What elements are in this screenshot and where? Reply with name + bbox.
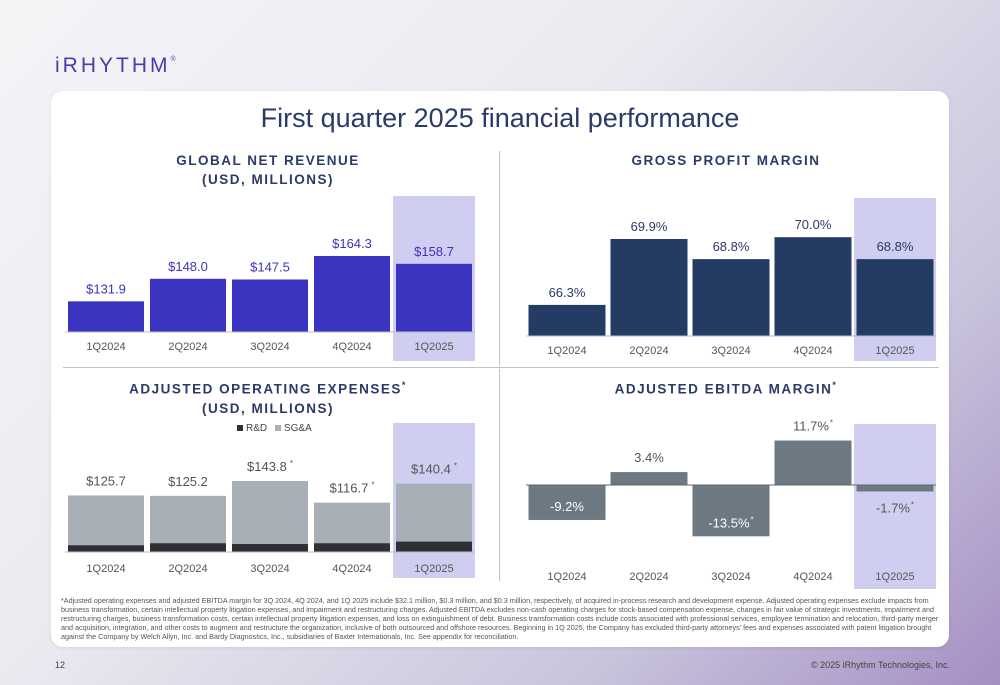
x-tick-label: 4Q2024 bbox=[793, 571, 832, 583]
page-title: First quarter 2025 financial performance bbox=[260, 103, 740, 133]
legend-swatch-sga bbox=[275, 425, 281, 431]
vertical-divider-top bbox=[499, 151, 500, 366]
bar bbox=[774, 440, 852, 485]
revenue-chart: $131.9 1Q2024 $148.0 2Q2024 $147.5 3Q2024 $164… bbox=[65, 196, 475, 361]
x-tick-label: 1Q2025 bbox=[414, 341, 453, 353]
x-tick-label: 2Q2024 bbox=[168, 563, 207, 575]
data-label: $125.7 bbox=[86, 473, 126, 488]
x-tick-label: 1Q2025 bbox=[414, 563, 453, 575]
data-label: 11.7%* bbox=[793, 419, 833, 434]
data-label: $116.7 * bbox=[330, 481, 375, 496]
legend-swatch-rd bbox=[237, 425, 243, 431]
data-label: $140.4 * bbox=[411, 462, 457, 477]
bar-rd bbox=[314, 543, 390, 552]
vertical-divider-bottom bbox=[499, 369, 500, 581]
data-label: 70.0% bbox=[795, 217, 832, 232]
x-tick-label: 1Q2024 bbox=[86, 341, 125, 353]
x-tick-label: 1Q2025 bbox=[875, 345, 914, 357]
x-tick-label: 1Q2025 bbox=[875, 571, 914, 583]
revenue-chart-title: GLOBAL NET REVENUE (USD, MILLIONS) bbox=[176, 153, 360, 187]
bar bbox=[692, 485, 770, 537]
page-number: 12 bbox=[55, 660, 66, 670]
bar-rd bbox=[232, 544, 308, 552]
bar bbox=[528, 304, 606, 336]
x-tick-label: 4Q2024 bbox=[332, 341, 371, 353]
data-label: $147.5 bbox=[250, 260, 290, 275]
footnote: *Adjusted operating expenses and adjuste… bbox=[61, 596, 939, 641]
data-label: 68.8% bbox=[877, 239, 914, 254]
x-tick-label: 2Q2024 bbox=[168, 341, 207, 353]
x-tick-label: 3Q2024 bbox=[250, 563, 289, 575]
bar bbox=[150, 278, 226, 332]
bar bbox=[692, 259, 770, 336]
horizontal-divider bbox=[63, 367, 939, 368]
x-tick-label: 4Q2024 bbox=[793, 345, 832, 357]
bar-sga bbox=[68, 495, 144, 546]
data-label: $143.8 * bbox=[247, 459, 293, 474]
bar bbox=[610, 472, 688, 485]
bar-rd bbox=[68, 545, 144, 552]
content-card: First quarter 2025 financial performance… bbox=[51, 91, 949, 647]
x-tick-label: 2Q2024 bbox=[629, 345, 668, 357]
data-label: 3.4% bbox=[634, 450, 664, 465]
bar bbox=[774, 237, 852, 336]
opex-chart: R&D SG&A $125.7 1Q2024 $125.2 2Q2024 $143.8 * 3Q… bbox=[65, 423, 475, 578]
bar bbox=[610, 239, 688, 336]
x-tick-label: 1Q2024 bbox=[547, 571, 586, 583]
data-label: $158.7 bbox=[414, 244, 454, 259]
bar-rd bbox=[396, 541, 472, 552]
data-label: -1.7%* bbox=[876, 500, 914, 515]
data-label: -13.5%* bbox=[708, 515, 753, 530]
bar bbox=[856, 259, 934, 336]
bar-sga bbox=[396, 483, 472, 542]
bar-rd bbox=[150, 543, 226, 552]
bar bbox=[856, 485, 934, 492]
x-tick-label: 3Q2024 bbox=[711, 571, 750, 583]
data-label: $125.2 bbox=[168, 474, 208, 489]
bar-sga bbox=[232, 480, 308, 544]
data-label: 68.8% bbox=[713, 239, 750, 254]
bar bbox=[68, 301, 144, 332]
bar bbox=[396, 263, 472, 332]
x-tick-label: 3Q2024 bbox=[711, 345, 750, 357]
x-tick-label: 1Q2024 bbox=[86, 563, 125, 575]
gross-margin-chart-title: GROSS PROFIT MARGIN bbox=[631, 153, 821, 168]
data-label: $148.0 bbox=[168, 259, 208, 274]
data-label: $131.9 bbox=[86, 281, 126, 296]
x-tick-label: 3Q2024 bbox=[250, 341, 289, 353]
gross-margin-chart: 66.3% 1Q2024 69.9% 2Q2024 68.8% 3Q2024 70.0% 4Q… bbox=[526, 198, 936, 361]
copyright: © 2025 iRhythm Technologies, Inc. bbox=[810, 660, 950, 670]
ebitda-chart-title: ADJUSTED EBITDA MARGIN* bbox=[614, 380, 838, 397]
company-logo: iRHYTHM® bbox=[55, 54, 176, 77]
bar bbox=[232, 279, 308, 332]
data-label: $164.3 bbox=[332, 236, 372, 251]
x-tick-label: 4Q2024 bbox=[332, 563, 371, 575]
x-tick-label: 2Q2024 bbox=[629, 571, 668, 583]
ebitda-chart: -9.2% 1Q2024 3.4% 2Q2024 -13.5%* 3Q2024 11.7%*… bbox=[526, 419, 936, 589]
legend-label-rd: R&D bbox=[246, 423, 267, 434]
opex-chart-title: ADJUSTED OPERATING EXPENSES* (USD, MILLI… bbox=[129, 380, 407, 416]
data-label: 69.9% bbox=[631, 219, 668, 234]
data-label: -9.2% bbox=[550, 499, 584, 514]
bar-sga bbox=[314, 502, 390, 544]
bar bbox=[314, 255, 390, 332]
bar bbox=[528, 485, 606, 520]
data-label: 66.3% bbox=[549, 285, 586, 300]
highlight-band bbox=[854, 424, 936, 589]
x-tick-label: 1Q2024 bbox=[547, 345, 586, 357]
bar-sga bbox=[150, 495, 226, 544]
legend-label-sga: SG&A bbox=[284, 423, 312, 434]
